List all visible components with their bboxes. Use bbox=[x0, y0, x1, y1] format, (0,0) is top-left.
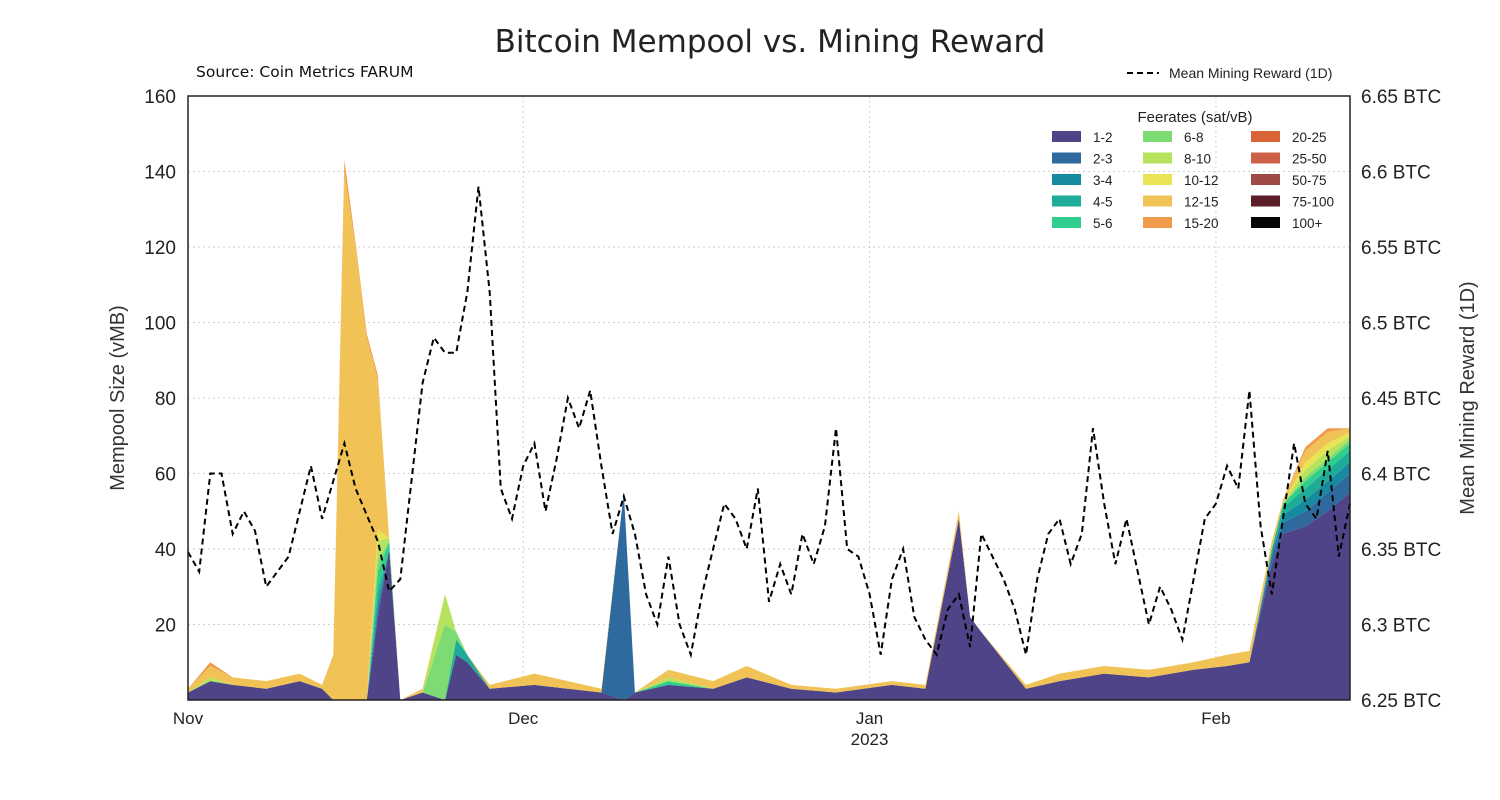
y2-tick-label: 6.4 BTC bbox=[1361, 465, 1431, 486]
y-tick-label: 20 bbox=[155, 616, 176, 637]
legend-label-5-6: 5-6 bbox=[1093, 216, 1113, 231]
x-tick-label: Nov bbox=[173, 709, 204, 728]
y-axis-label: Mempool Size (vMB) bbox=[107, 305, 129, 491]
legend-label-15-20: 15-20 bbox=[1184, 216, 1219, 231]
legend-title: Feerates (sat/vB) bbox=[1137, 109, 1252, 126]
x-tick-label: Feb bbox=[1201, 709, 1230, 728]
y2-tick-label: 6.45 BTC bbox=[1361, 389, 1441, 410]
legend-swatch-100+ bbox=[1251, 217, 1280, 228]
y-tick-label: 100 bbox=[144, 314, 176, 335]
legend-swatch-15-20 bbox=[1143, 217, 1172, 228]
y2-tick-label: 6.6 BTC bbox=[1361, 163, 1431, 184]
legend-label-100+: 100+ bbox=[1292, 216, 1323, 231]
y-tick-label: 80 bbox=[155, 389, 176, 410]
y-tick-label: 120 bbox=[144, 238, 176, 259]
mempool-area-stack bbox=[188, 160, 1350, 700]
legend-swatch-50-75 bbox=[1251, 174, 1280, 185]
legend-label-4-5: 4-5 bbox=[1093, 195, 1113, 210]
reward-legend-label: Mean Mining Reward (1D) bbox=[1169, 65, 1332, 81]
legend-label-50-75: 50-75 bbox=[1292, 173, 1327, 188]
legend-label-12-15: 12-15 bbox=[1184, 195, 1219, 210]
y2-tick-label: 6.55 BTC bbox=[1361, 238, 1441, 259]
reward-legend: Mean Mining Reward (1D) bbox=[1127, 65, 1332, 81]
gridlines bbox=[188, 96, 1350, 700]
y-tick-label: 40 bbox=[155, 540, 176, 561]
y-tick-label: 140 bbox=[144, 163, 176, 184]
y2-tick-label: 6.25 BTC bbox=[1361, 691, 1441, 712]
legend-swatch-3-4 bbox=[1052, 174, 1081, 185]
legend-swatch-2-3 bbox=[1052, 152, 1081, 164]
x-tick-label: Jan bbox=[856, 709, 883, 728]
legend-swatch-25-50 bbox=[1251, 152, 1280, 164]
legend-swatch-12-15 bbox=[1143, 195, 1172, 207]
y2-tick-label: 6.3 BTC bbox=[1361, 616, 1431, 637]
mining-reward-path bbox=[187, 186, 1351, 659]
legend-swatch-10-12 bbox=[1143, 174, 1172, 185]
y-axis-left: 20 40 60 80 100 120 140 160 bbox=[144, 87, 176, 637]
legend-label-20-25: 20-25 bbox=[1292, 130, 1327, 145]
legend-label-1-2: 1-2 bbox=[1093, 130, 1113, 145]
y-axis-right: 6.25 BTC 6.3 BTC 6.35 BTC 6.4 BTC 6.45 BTC 6.… bbox=[1361, 87, 1441, 712]
legend-label-25-50: 25-50 bbox=[1292, 152, 1327, 167]
legend-label-2-3: 2-3 bbox=[1093, 152, 1113, 167]
y2-tick-label: 6.65 BTC bbox=[1361, 87, 1441, 108]
mining-reward-line bbox=[187, 186, 1351, 659]
legend-swatch-6-8 bbox=[1143, 131, 1172, 142]
y2-axis-label: Mean Mining Reward (1D) bbox=[1457, 281, 1479, 514]
y-tick-label: 60 bbox=[155, 465, 176, 486]
legend-label-8-10: 8-10 bbox=[1184, 152, 1211, 167]
chart-title: Bitcoin Mempool vs. Mining Reward bbox=[495, 24, 1046, 60]
x-tick-label: Dec bbox=[508, 709, 539, 728]
legend-label-10-12: 10-12 bbox=[1184, 173, 1219, 188]
y2-tick-label: 6.35 BTC bbox=[1361, 540, 1441, 561]
legend-label-3-4: 3-4 bbox=[1093, 173, 1113, 188]
legend-swatch-75-100 bbox=[1251, 195, 1280, 207]
legend-swatch-20-25 bbox=[1251, 131, 1280, 142]
source-label: Source: Coin Metrics FARUM bbox=[196, 63, 414, 81]
legend-swatch-5-6 bbox=[1052, 217, 1081, 228]
legend-swatch-8-10 bbox=[1143, 152, 1172, 164]
legend-swatch-4-5 bbox=[1052, 195, 1081, 207]
feerate-legend: Feerates (sat/vB) 1-2 2-3 3-4 4-5 5-6 6-8 8-10… bbox=[1052, 109, 1334, 231]
y2-tick-label: 6.5 BTC bbox=[1361, 314, 1431, 335]
mempool-area-1-2 bbox=[188, 492, 1350, 700]
legend-label-6-8: 6-8 bbox=[1184, 130, 1204, 145]
plot-frame bbox=[187, 95, 1351, 701]
legend-label-75-100: 75-100 bbox=[1292, 195, 1334, 210]
x-year-label: 2023 bbox=[851, 730, 889, 749]
legend-swatch-1-2 bbox=[1052, 131, 1081, 142]
y-tick-label: 160 bbox=[144, 87, 176, 108]
x-axis: Nov Dec Jan Feb 2023 bbox=[173, 709, 1231, 749]
